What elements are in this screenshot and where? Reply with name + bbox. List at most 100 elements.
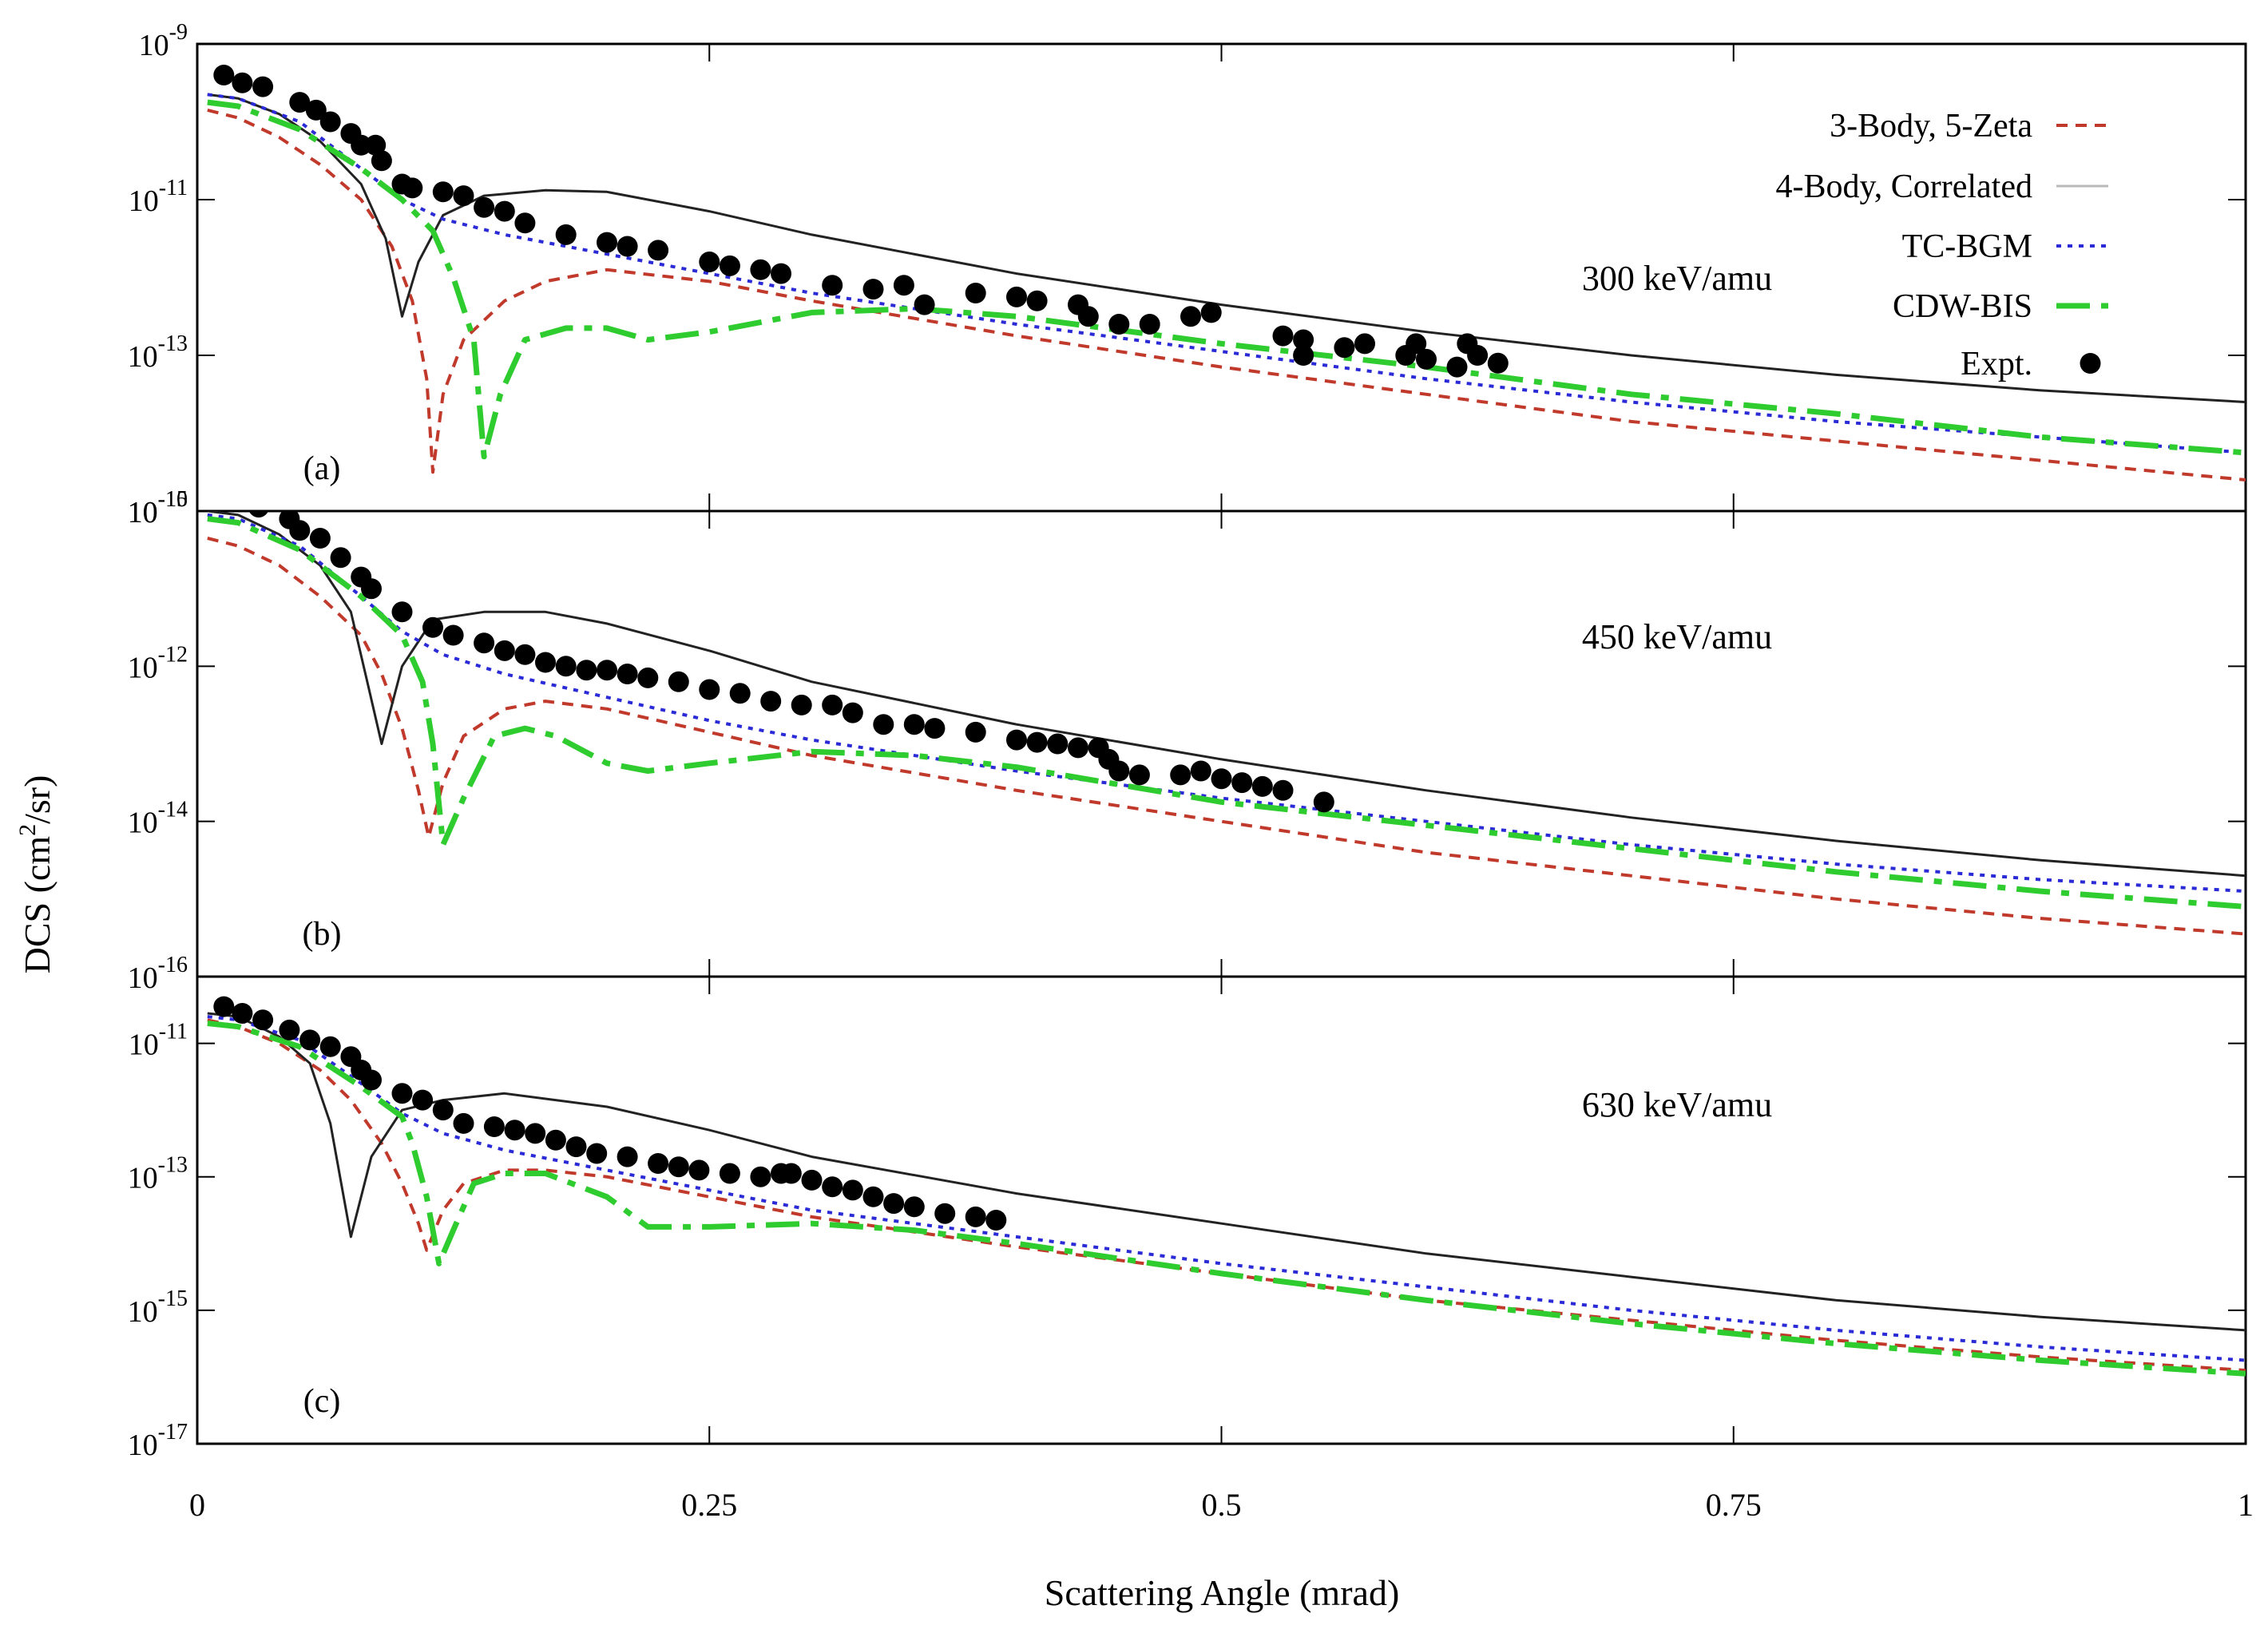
panel-a-expt-point <box>1139 314 1160 335</box>
panel-a-expt-point <box>232 72 253 93</box>
panel-c-line-4body <box>207 1012 2246 1332</box>
panel-c-expt-point <box>483 1116 505 1137</box>
panel-b-expt-point <box>822 694 843 715</box>
panel-b-y-tick-label: 10-14 <box>128 798 188 840</box>
panel-a: 10-9 10-11 10-13 10-15 300 keV/amu (a) <box>128 20 2247 529</box>
panel-a-expt-point <box>1293 329 1314 351</box>
panel-b-expt-point <box>760 691 782 712</box>
panel-b-expt-point <box>330 547 351 569</box>
legend-label-tcbgm: TC-BGM <box>1902 228 2032 265</box>
panel-a-expt-point <box>893 275 914 296</box>
legend-item-cdwbis: CDW-BIS <box>1893 288 2108 325</box>
panel-b-expt-point <box>1006 729 1027 751</box>
panel-a-y-tick-label: 10-13 <box>128 331 188 374</box>
panel-b-expt-point <box>422 616 443 638</box>
legend-item-4body: 4-Body, Correlated <box>1775 168 2108 205</box>
panel-a-expt-point <box>862 279 884 300</box>
panel-a-expt-point <box>1272 325 1294 347</box>
panel-c-expt-point <box>504 1120 525 1141</box>
legend-item-tcbgm: TC-BGM <box>1902 228 2108 265</box>
panel-a-line-4body <box>207 93 2246 403</box>
y-axis-label-sup: 2 <box>14 824 41 836</box>
panel-b-expt-point <box>873 714 894 735</box>
legend-sample-expt <box>2080 353 2101 374</box>
panel-c-line-cdwbis <box>207 1021 2246 1377</box>
panel-c-y-tick-label: 10-13 <box>128 1153 188 1195</box>
panel-a-line-3body <box>207 108 2246 482</box>
panel-b-expt-point <box>1313 791 1334 813</box>
panel-c-expt-point <box>279 1019 300 1040</box>
panel-c-expt-point <box>391 1083 413 1104</box>
panel-c-expt-point <box>719 1163 740 1184</box>
panel-b-expt-point <box>442 624 464 646</box>
panel-a-expt-point <box>1354 333 1375 355</box>
panel-a-expt-point <box>750 259 771 280</box>
panel-c: 10-11 10-13 10-15 10-17 630 keV/amu (c) <box>128 975 2247 1462</box>
panel-b-expt-point <box>1108 760 1130 782</box>
panel-b-expt-point <box>361 578 382 600</box>
panel-b-y-tick-label: 10-16 <box>128 953 188 995</box>
panel-c-expt-point <box>525 1123 546 1144</box>
panel-a-expt-point <box>213 65 235 85</box>
panel-c-energy-label: 630 keV/amu <box>1582 1085 1772 1124</box>
panel-b-expt-point <box>535 652 556 673</box>
panel-b-expt-point <box>555 656 577 677</box>
panel-b-line-cdwbis <box>207 516 2246 910</box>
panel-a-expt-point <box>351 134 372 156</box>
panel-a-y-tick-label: 10-11 <box>129 176 188 218</box>
panel-b-expt-point <box>668 671 689 692</box>
panel-c-expt-point <box>934 1203 956 1224</box>
panel-b-expt-point <box>289 520 311 541</box>
legend-label-3body: 3-Body, 5-Zeta <box>1830 108 2032 145</box>
legend-label-4body: 4-Body, Correlated <box>1775 168 2032 205</box>
panel-a-expt-point <box>1406 333 1427 355</box>
panel-b-expt-point <box>474 632 495 654</box>
panel-a-expt-point <box>617 236 638 257</box>
panel-a-expt-point <box>371 150 392 172</box>
panel-c-expt-point <box>822 1176 843 1198</box>
panel-c-expt-point <box>903 1196 925 1218</box>
panel-b-expt-point <box>699 679 720 700</box>
panel-b-expt-point <box>903 714 925 735</box>
panel-b-expt-point <box>1068 737 1088 759</box>
panel-a-expt-point <box>771 263 791 284</box>
panel-c-expt-point <box>617 1146 638 1167</box>
panel-c-expt-point <box>965 1206 986 1227</box>
panel-c-series <box>207 996 2246 1377</box>
legend: 3-Body, 5-Zeta 4-Body, Correlated TC-BGM CD… <box>1775 108 2108 382</box>
panel-a-expt-point <box>1467 345 1489 366</box>
panel-c-expt-point <box>319 1036 341 1057</box>
panel-c-expt-point <box>545 1129 566 1151</box>
panel-b-expt-point <box>248 511 268 518</box>
panel-c-expt-point <box>361 1069 382 1091</box>
panel-b-expt-point <box>617 664 638 684</box>
legend-item-expt: Expt. <box>1961 346 2101 382</box>
panel-a-expt-point <box>1334 337 1355 359</box>
panel-b-expt-point <box>1128 764 1150 786</box>
panel-b-line-4body <box>207 511 2246 878</box>
panel-b-expt-point <box>1231 772 1253 794</box>
panel-a-expt-point <box>474 196 495 218</box>
panel-a-series <box>207 65 2246 482</box>
panel-b-expt-point <box>637 667 659 688</box>
panel-a-expt-point <box>1108 314 1130 335</box>
panel-b-expt-point <box>494 640 515 661</box>
x-tick-label: 0 <box>189 1487 205 1523</box>
panel-b-expt-point <box>791 694 812 715</box>
panel-c-y-tick-label: 10-15 <box>128 1286 188 1329</box>
panel-c-expt-point <box>299 1029 321 1051</box>
panel-c-expt-point <box>668 1156 689 1178</box>
panel-c-expt-point <box>985 1210 1007 1231</box>
panel-a-y-tick-label: 10-9 <box>139 20 188 62</box>
panel-b-expt-point <box>1211 768 1232 790</box>
panel-a-expt-point <box>432 181 454 203</box>
panel-b-expt-point <box>842 702 863 723</box>
y-axis-label: DCS (cm2/sr) <box>14 775 57 974</box>
panel-a-expt-point <box>402 177 423 199</box>
panel-a-line-cdwbis <box>207 99 2246 460</box>
panel-b-series <box>207 511 2246 936</box>
panel-a-expt-point <box>289 92 311 113</box>
legend-label-cdwbis: CDW-BIS <box>1893 288 2032 325</box>
